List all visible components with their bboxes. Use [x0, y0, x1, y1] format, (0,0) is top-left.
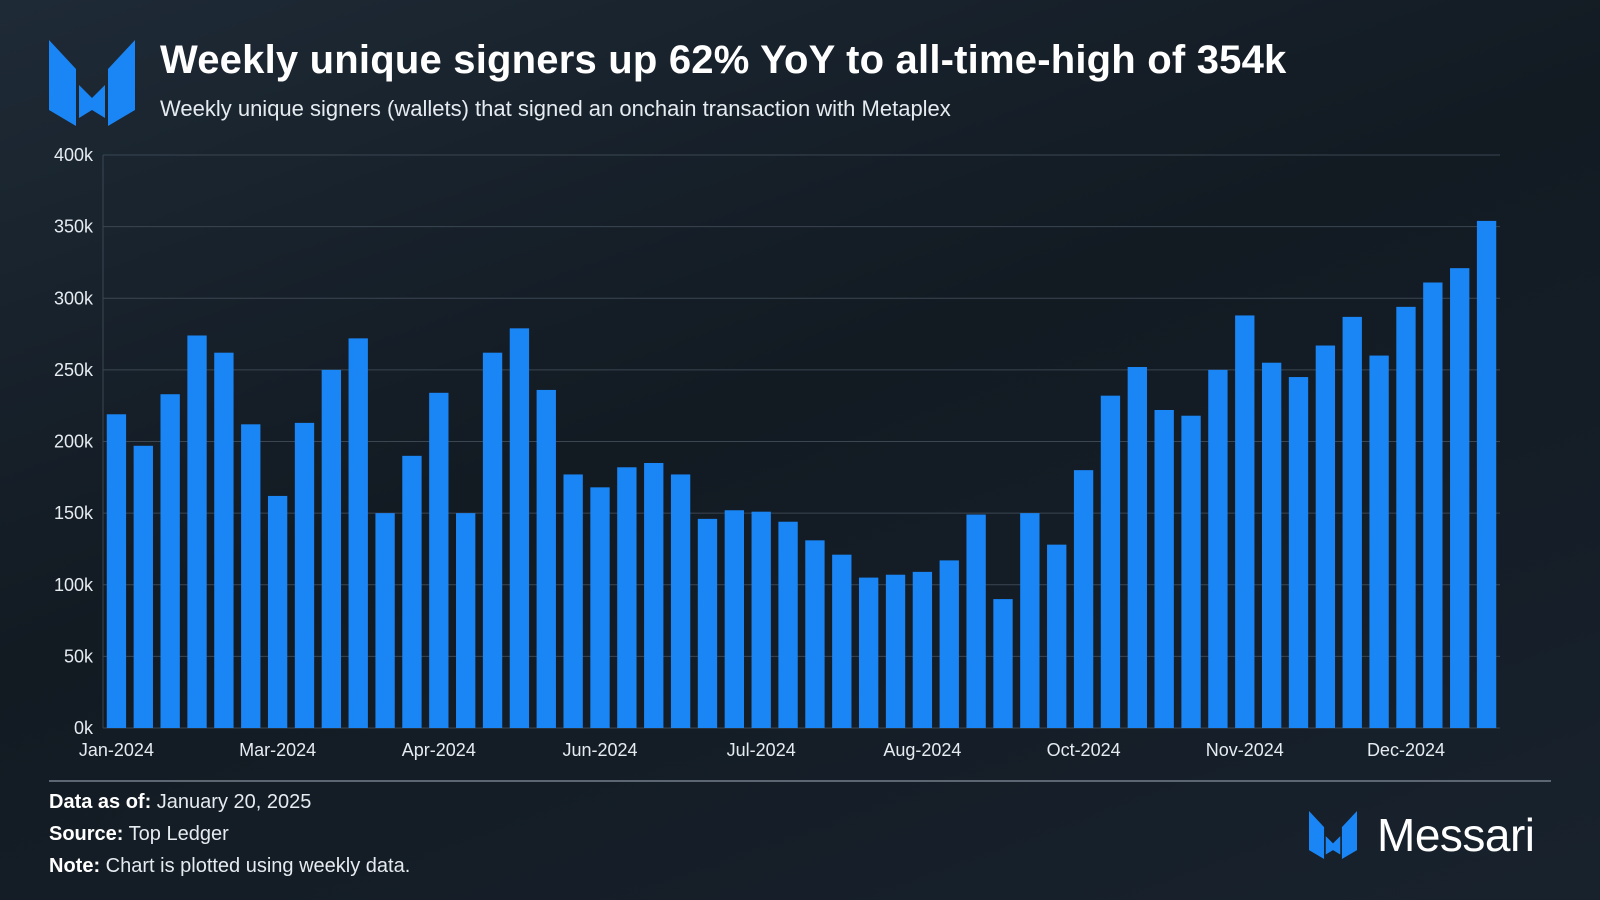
bar	[590, 487, 610, 728]
bar	[697, 518, 718, 728]
bar	[885, 574, 906, 728]
bar	[1100, 395, 1121, 728]
bar	[321, 369, 342, 729]
bar	[241, 424, 261, 728]
x-tick-label: Jul-2024	[727, 740, 796, 760]
bar	[456, 513, 476, 729]
bar	[1476, 220, 1497, 728]
bar	[267, 495, 288, 728]
bar	[509, 328, 530, 728]
bar	[106, 414, 127, 728]
bar	[1127, 367, 1147, 728]
bar	[1235, 315, 1255, 728]
x-tick-label: Aug-2024	[883, 740, 961, 760]
chart-title: Weekly unique signers up 62% YoY to all-…	[160, 38, 1287, 82]
bar	[832, 554, 852, 728]
bar	[1315, 345, 1336, 728]
footer-divider	[49, 780, 1551, 782]
bar	[1047, 544, 1067, 728]
bar	[751, 511, 771, 728]
bar	[187, 335, 207, 728]
bar	[429, 392, 449, 728]
bar	[1073, 470, 1094, 728]
bar	[939, 560, 959, 728]
bar	[214, 352, 234, 728]
bar	[778, 521, 798, 728]
y-tick-label: 300k	[54, 288, 94, 308]
y-tick-label: 100k	[54, 575, 94, 595]
bar	[966, 514, 986, 728]
bar	[617, 467, 637, 728]
bar	[1396, 306, 1416, 728]
note-value: Chart is plotted using weekly data.	[100, 855, 411, 877]
messari-brand-icon	[1309, 811, 1357, 859]
x-tick-label: Jan-2024	[79, 740, 154, 760]
x-tick-label: Nov-2024	[1206, 740, 1284, 760]
bar	[294, 422, 315, 728]
x-tick-label: Apr-2024	[402, 740, 476, 760]
bar	[912, 571, 933, 728]
bar	[375, 513, 395, 729]
bar	[160, 394, 180, 728]
note-line: Note: Chart is plotted using weekly data…	[49, 855, 410, 878]
brand-mark: Messari	[1309, 809, 1535, 861]
bar	[133, 445, 153, 728]
y-tick-label: 200k	[54, 432, 94, 452]
bar	[805, 540, 825, 728]
brand-name: Messari	[1377, 809, 1535, 861]
x-tick-label: Oct-2024	[1047, 740, 1121, 760]
x-tick-label: Jun-2024	[562, 740, 637, 760]
data-as-of: Data as of: January 20, 2025	[49, 791, 311, 814]
bar	[670, 474, 691, 728]
x-tick-label: Mar-2024	[239, 740, 316, 760]
bar-chart: 0k 50k 100k 150k 200k 250k 300k 350k 400k Jan-202…	[54, 145, 1500, 760]
source-line: Source: Top Ledger	[49, 823, 229, 846]
bar	[1423, 282, 1443, 728]
bar	[1369, 355, 1389, 728]
bar	[1208, 369, 1228, 729]
y-tick-label: 400k	[54, 145, 94, 165]
bar	[1181, 415, 1201, 728]
y-tick-label: 250k	[54, 360, 94, 380]
messari-logo-icon	[49, 40, 135, 126]
y-tick-label: 0k	[74, 718, 94, 738]
bar	[858, 577, 879, 728]
bar	[536, 389, 556, 728]
bar	[348, 338, 368, 728]
bar	[1154, 409, 1174, 728]
data-as-of-value: January 20, 2025	[151, 791, 312, 813]
bar	[993, 599, 1013, 728]
bar	[724, 510, 745, 728]
bar	[402, 455, 422, 728]
bar	[563, 474, 583, 728]
x-tick-label: Dec-2024	[1367, 740, 1445, 760]
bar	[644, 462, 664, 728]
source-label: Source:	[49, 823, 124, 845]
bar	[1450, 268, 1470, 728]
source-value: Top Ledger	[123, 823, 229, 845]
y-tick-label: 50k	[64, 646, 94, 666]
bar	[1288, 377, 1309, 728]
y-tick-label: 150k	[54, 503, 94, 523]
bar	[1342, 316, 1362, 728]
bar	[1020, 513, 1040, 729]
note-label: Note:	[49, 855, 101, 877]
y-tick-label: 350k	[54, 217, 94, 237]
data-as-of-label: Data as of:	[49, 791, 152, 813]
bar	[1261, 362, 1282, 728]
chart-subtitle: Weekly unique signers (wallets) that sig…	[160, 96, 951, 121]
bar	[482, 352, 503, 728]
